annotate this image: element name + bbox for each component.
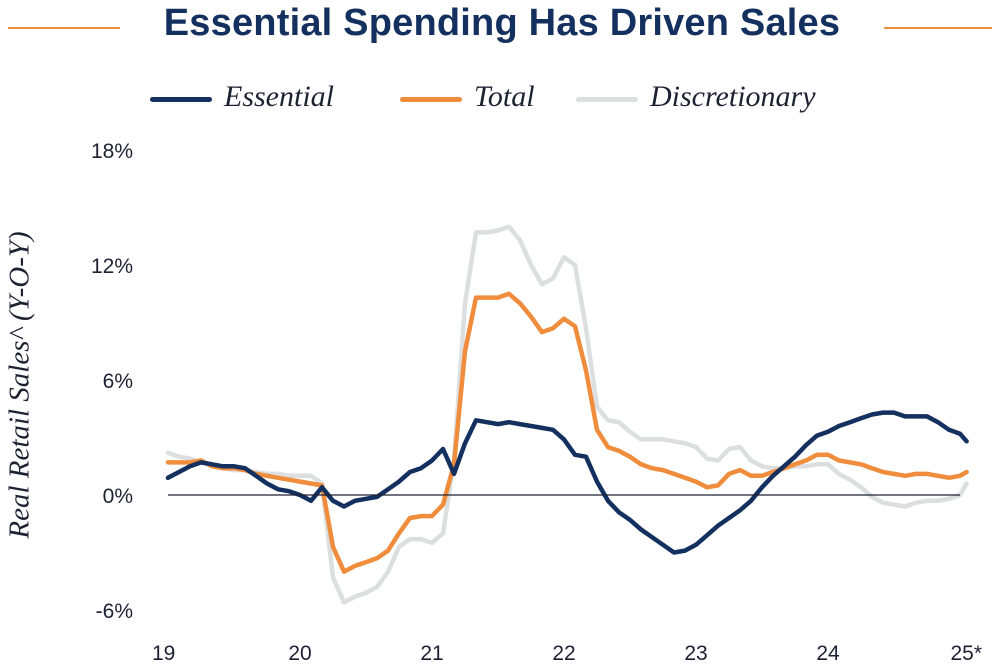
series-line-essential [165,410,969,555]
x-tick-label: 22 [552,642,575,665]
legend-swatch-essential [150,97,212,102]
x-tick-label: 23 [684,642,707,665]
series-line-discretionary [165,224,969,605]
x-tick-label: 19 [152,642,175,665]
x-tick-label: 24 [816,642,840,665]
x-tick-label: 21 [420,642,443,665]
legend-label-essential: Essential [224,80,334,113]
series-line-total [165,291,969,574]
y-tick-label: 6% [103,370,133,393]
x-tick-labels: 19 20 21 22 23 24 25* [152,642,982,665]
series-layer [165,224,969,605]
y-tick-label: 12% [91,255,133,278]
title-rule-left [8,27,120,29]
legend-label-discretionary: Discretionary [650,80,816,113]
title-row: Essential Spending Has Driven Sales [0,0,1000,56]
x-tick-label: 20 [288,642,311,665]
chart-title: Essential Spending Has Driven Sales [163,2,841,44]
legend-label-total: Total [474,80,535,113]
y-tick-labels: 18% 12% 6% 0% -6% [91,140,133,623]
legend-swatch-discretionary [576,97,638,102]
y-tick-label: -6% [96,600,133,623]
x-tick-label: 25* [950,642,982,665]
y-tick-label: 18% [91,140,133,163]
y-tick-label: 0% [103,485,133,508]
legend: Essential Total Discretionary [0,78,1000,118]
title-rule-right [884,27,992,29]
legend-swatch-total [400,97,462,102]
